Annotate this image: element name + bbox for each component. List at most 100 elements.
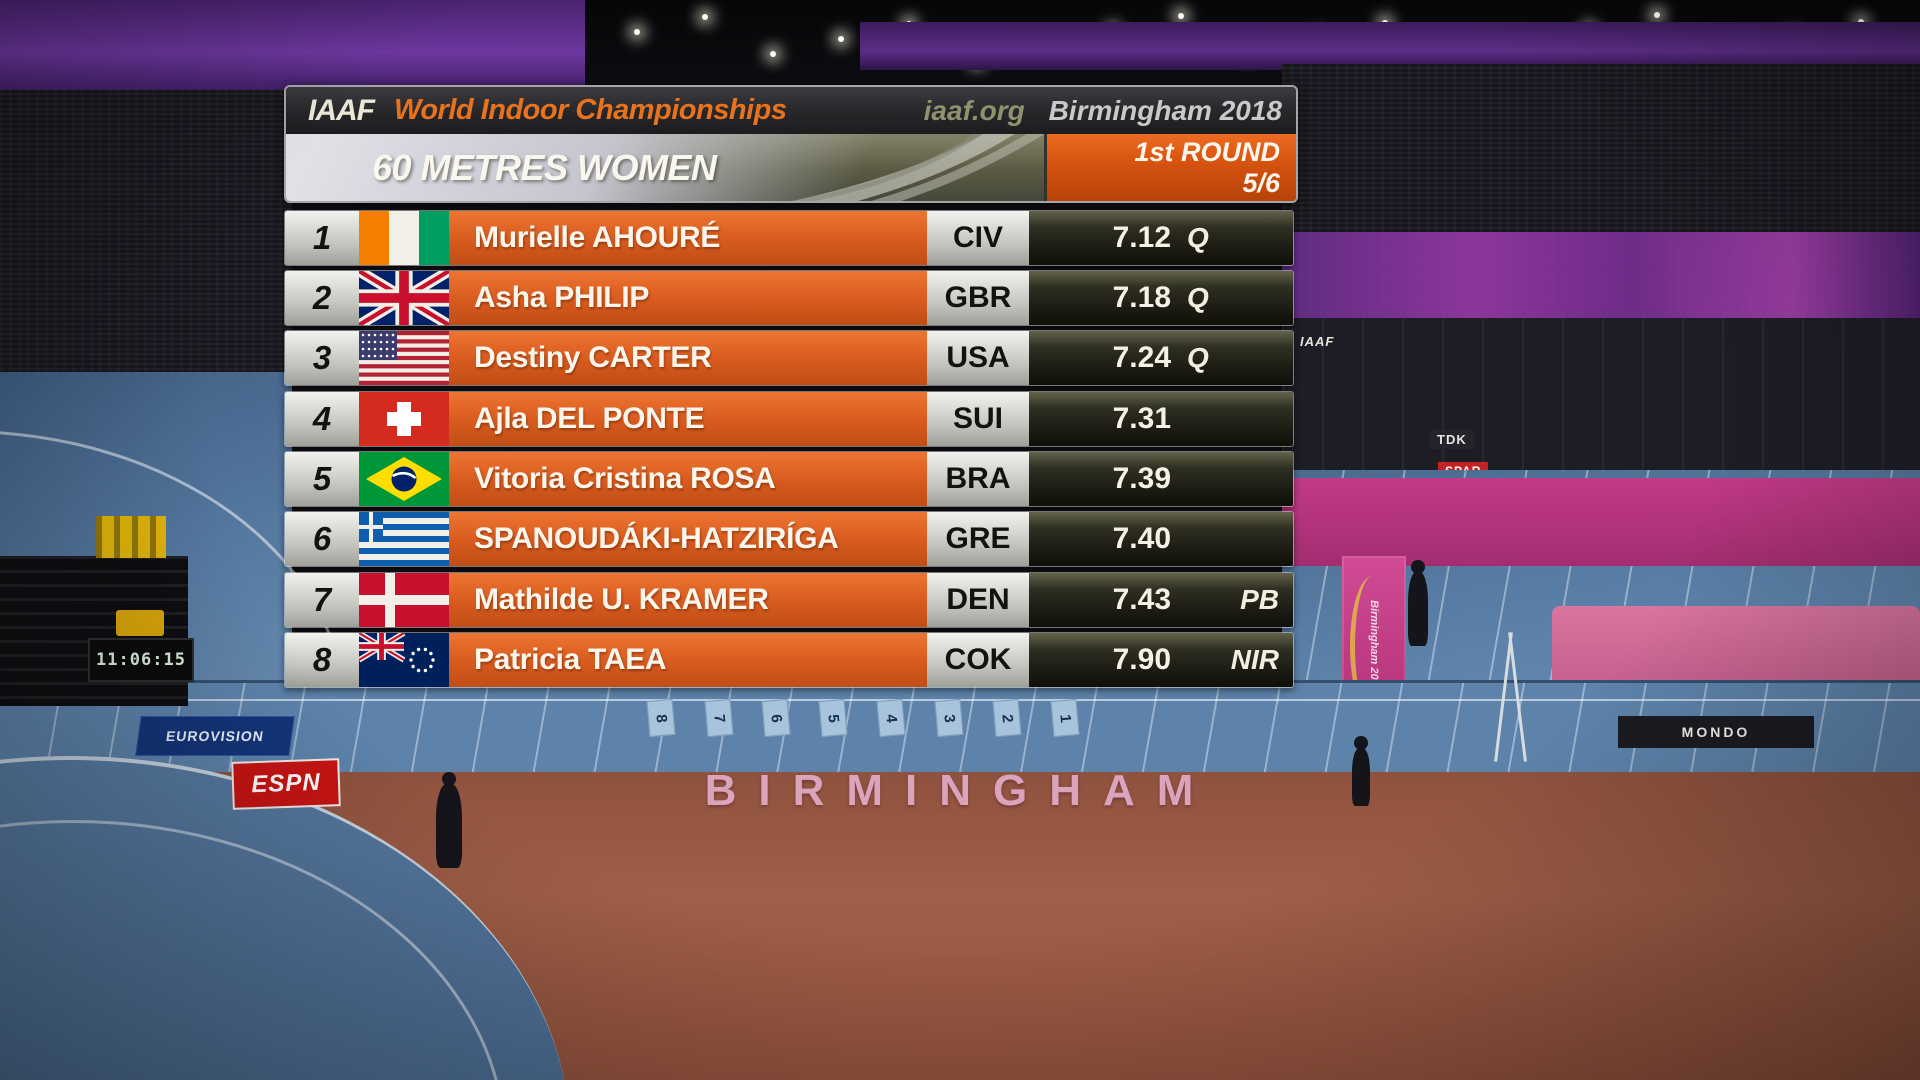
result-note: NIR bbox=[1230, 644, 1279, 675]
track-swoosh-graphic bbox=[790, 134, 1045, 201]
lane-number-7: 7 bbox=[704, 698, 734, 738]
result-row-5: 5 Vitoria Cristina ROSA BRA 7.39 bbox=[284, 451, 1294, 507]
lane-number-6: 6 bbox=[761, 698, 791, 738]
round-indicator: 1st ROUND 5/6 bbox=[1044, 134, 1296, 201]
flag-GRE-icon bbox=[359, 512, 449, 566]
spotlight bbox=[1178, 13, 1184, 19]
heat-label: 5/6 bbox=[1242, 167, 1280, 198]
lane-number-3: 3 bbox=[934, 698, 964, 738]
result-time: 7.18 bbox=[1112, 281, 1171, 314]
espn-board: ESPN bbox=[231, 758, 341, 810]
result-row-3: 3 Destiny CARTER USA 7.24 Q bbox=[284, 330, 1294, 386]
sponsor-boards-right bbox=[1282, 318, 1920, 484]
lane-number-2: 2 bbox=[992, 698, 1022, 738]
championship-title-bar: IAAF World Indoor Championships iaaf.org… bbox=[286, 87, 1296, 134]
result-time: 7.43 bbox=[1112, 583, 1171, 616]
rank-cell: 6 bbox=[285, 512, 359, 566]
result-time: 7.24 bbox=[1112, 341, 1171, 374]
eurovision-banner: EUROVISION bbox=[135, 716, 295, 756]
athlete-name: Mathilde U. KRAMER bbox=[449, 573, 927, 627]
purple-banner-left bbox=[0, 0, 585, 96]
result-row-8: 8 Patricia TAEA COK 7.90 NIR bbox=[284, 632, 1294, 688]
timing-equipment bbox=[96, 516, 166, 558]
flag-COK-icon bbox=[359, 633, 449, 687]
result-cell: 7.18 Q bbox=[1029, 271, 1293, 325]
athlete-name: SPANOUDÁKI-HATZIRÍGA bbox=[449, 512, 927, 566]
result-time: 7.90 bbox=[1112, 643, 1171, 676]
result-time: 7.39 bbox=[1112, 462, 1171, 495]
result-cell: 7.40 bbox=[1029, 512, 1293, 566]
flag-SUI-icon bbox=[359, 392, 449, 446]
results-table: 1 Murielle AHOURÉ CIV 7.12 Q 2 Asha PHILIP GBR 7… bbox=[284, 210, 1294, 690]
spotlight bbox=[838, 36, 844, 42]
magenta-wall bbox=[1282, 478, 1920, 566]
mondo-board: MONDO bbox=[1618, 716, 1814, 748]
vertical-banner-label: Birmingham 2018 bbox=[1368, 600, 1380, 692]
result-time: 7.40 bbox=[1112, 522, 1171, 555]
event-bar: 60 METRES WOMEN 1st ROUND 5/6 bbox=[286, 134, 1296, 201]
result-cell: 7.31 bbox=[1029, 392, 1293, 446]
rank-cell: 1 bbox=[285, 211, 359, 265]
result-note: PB bbox=[1240, 584, 1279, 615]
timing-camera bbox=[116, 610, 164, 636]
athlete-name: Patricia TAEA bbox=[449, 633, 927, 687]
championship-title: World Indoor Championships bbox=[394, 94, 787, 126]
person-silhouette bbox=[436, 784, 462, 868]
flag-GBR-icon bbox=[359, 271, 449, 325]
purple-banner-right bbox=[860, 22, 1920, 70]
host-info: iaaf.org Birmingham 2018 bbox=[924, 95, 1282, 127]
led-board-right bbox=[1282, 232, 1920, 318]
website-text: iaaf.org bbox=[923, 94, 1025, 126]
result-note: Q bbox=[1187, 282, 1209, 313]
person-silhouette bbox=[1352, 748, 1370, 806]
result-time: 7.31 bbox=[1112, 402, 1171, 435]
banner-swoosh bbox=[1350, 576, 1395, 716]
iaaf-board-label: IAAF bbox=[1300, 334, 1335, 349]
rank-cell: 5 bbox=[285, 452, 359, 506]
result-row-6: 6 SPANOUDÁKI-HATZIRÍGA GRE 7.40 bbox=[284, 511, 1294, 567]
stadium-clock: 11:06:15 bbox=[88, 638, 194, 682]
athlete-name: Asha PHILIP bbox=[449, 271, 927, 325]
lane-number-8: 8 bbox=[646, 698, 676, 738]
event-name: 60 METRES WOMEN bbox=[372, 146, 717, 188]
nation-code: CIV bbox=[927, 211, 1029, 265]
nation-code: DEN bbox=[927, 573, 1029, 627]
spotlight bbox=[702, 14, 708, 20]
flag-CIV-icon bbox=[359, 211, 449, 265]
rank-cell: 7 bbox=[285, 573, 359, 627]
result-note: Q bbox=[1187, 222, 1209, 253]
results-board-header: IAAF World Indoor Championships iaaf.org… bbox=[284, 85, 1298, 203]
nation-code: BRA bbox=[927, 452, 1029, 506]
rank-cell: 3 bbox=[285, 331, 359, 385]
spotlight bbox=[1654, 12, 1660, 18]
result-row-7: 7 Mathilde U. KRAMER DEN 7.43 PB bbox=[284, 572, 1294, 628]
result-cell: 7.24 Q bbox=[1029, 331, 1293, 385]
host-city-text: Birmingham 2018 bbox=[1048, 94, 1282, 126]
result-cell: 7.43 PB bbox=[1029, 573, 1293, 627]
result-row-4: 4 Ajla DEL PONTE SUI 7.31 bbox=[284, 391, 1294, 447]
rank-cell: 8 bbox=[285, 633, 359, 687]
person-silhouette bbox=[1408, 572, 1428, 646]
lane-number-4: 4 bbox=[876, 698, 906, 738]
rank-cell: 2 bbox=[285, 271, 359, 325]
nation-code: GRE bbox=[927, 512, 1029, 566]
result-cell: 7.39 bbox=[1029, 452, 1293, 506]
result-cell: 7.90 NIR bbox=[1029, 633, 1293, 687]
result-time: 7.12 bbox=[1112, 221, 1171, 254]
lane-number-5: 5 bbox=[818, 698, 848, 738]
tdk-board-label: TDK bbox=[1430, 430, 1474, 449]
athlete-name: Destiny CARTER bbox=[449, 331, 927, 385]
flag-BRA-icon bbox=[359, 452, 449, 506]
lane-number-1: 1 bbox=[1050, 698, 1080, 738]
result-note: Q bbox=[1187, 342, 1209, 373]
nation-code: SUI bbox=[927, 392, 1029, 446]
round-label: 1st ROUND bbox=[1134, 137, 1280, 168]
flag-DEN-icon bbox=[359, 573, 449, 627]
spotlight bbox=[634, 29, 640, 35]
athlete-name: Ajla DEL PONTE bbox=[449, 392, 927, 446]
result-row-1: 1 Murielle AHOURÉ CIV 7.12 Q bbox=[284, 210, 1294, 266]
iaaf-logo: IAAF bbox=[308, 93, 375, 127]
nation-code: GBR bbox=[927, 271, 1029, 325]
rank-cell: 4 bbox=[285, 392, 359, 446]
